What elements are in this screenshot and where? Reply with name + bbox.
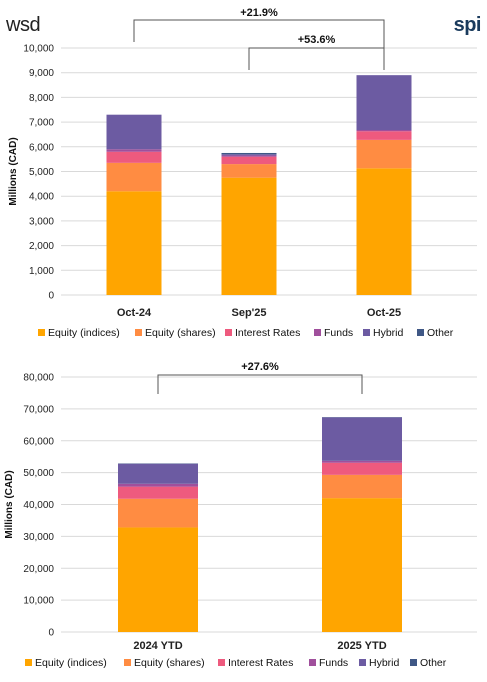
bar-segment-equity-shares — [106, 162, 162, 192]
y-tick-label: 60,000 — [23, 436, 54, 447]
growth-bracket — [248, 47, 385, 70]
legend-swatch — [314, 329, 321, 336]
legend-swatch — [25, 659, 32, 666]
legend-swatch — [38, 329, 45, 336]
y-tick-label: 8,000 — [29, 93, 54, 104]
growth-annotation: +53.6% — [298, 34, 336, 46]
legend-entry: Equity (indices) — [35, 657, 107, 669]
y-tick-label: 80,000 — [23, 373, 54, 384]
bar-segment-other — [221, 152, 277, 155]
chart-2: 0 10,000 20,000 30,000 40,000 50,000 60,000 70,… — [4, 361, 477, 669]
legend-swatch — [218, 659, 225, 666]
y-tick-label: 9,000 — [29, 68, 54, 79]
x-category-label: 2024 YTD — [133, 640, 182, 652]
bar-segment-interest-rates — [356, 131, 412, 140]
bar-segment-equity-shares — [356, 139, 412, 169]
bar-segment-equity-shares — [221, 164, 277, 178]
bar-segment-hybrid — [356, 75, 412, 131]
bar-segment-hybrid — [106, 114, 162, 150]
chart-1: 0 1,000 2,000 3,000 4,000 5,000 6,000 7,000 8,00… — [8, 7, 477, 339]
y-tick-label: 10,000 — [23, 44, 54, 55]
legend-entry: Other — [427, 327, 454, 339]
bar-segment-interest-rates — [221, 156, 277, 165]
legend-entry: Hybrid — [369, 657, 400, 669]
x-category-label: Sep'25 — [231, 307, 266, 319]
growth-annotation: +21.9% — [240, 7, 278, 19]
bar-segment-funds — [356, 130, 412, 132]
spi-logo: spi — [453, 14, 482, 36]
legend-swatch — [363, 329, 370, 336]
bar-segment-equity-indices — [356, 168, 412, 295]
legend-entry: Hybrid — [373, 327, 404, 339]
legend-swatch — [124, 659, 131, 666]
y-tick-label: 1,000 — [29, 266, 54, 277]
y-tick-label: 30,000 — [23, 532, 54, 543]
y-tick-label: 20,000 — [23, 564, 54, 575]
legend-swatch — [410, 659, 417, 666]
growth-bracket — [133, 19, 385, 70]
y-tick-label: 7,000 — [29, 118, 54, 129]
bar-segment-equity-indices — [322, 498, 402, 632]
y-tick-label: 3,000 — [29, 216, 54, 227]
y-tick-label: 4,000 — [29, 192, 54, 203]
y-tick-label: 70,000 — [23, 404, 54, 415]
y-tick-label: 0 — [48, 628, 54, 639]
bar-segment-equity-indices — [221, 177, 277, 295]
bar-segment-interest-rates — [118, 486, 198, 499]
legend-swatch — [135, 329, 142, 336]
legend-entry: Other — [420, 657, 447, 669]
bar-segment-hybrid — [118, 463, 198, 484]
legend-entry: Equity (shares) — [145, 327, 216, 339]
x-category-label: Oct-24 — [117, 307, 152, 319]
y-tick-label: 6,000 — [29, 142, 54, 153]
y-tick-label: 0 — [48, 291, 54, 302]
bar-segment-hybrid — [322, 417, 402, 461]
x-category-label: Oct-25 — [367, 307, 401, 319]
bar-segment-equity-indices — [106, 191, 162, 295]
bar-segment-equity-shares — [118, 498, 198, 528]
legend-entry: Interest Rates — [228, 657, 293, 669]
y-tick-label: 40,000 — [23, 500, 54, 511]
y-tick-label: 50,000 — [23, 468, 54, 479]
y-tick-label: 5,000 — [29, 167, 54, 178]
bar-segment-funds — [106, 149, 162, 152]
legend-swatch — [225, 329, 232, 336]
y-axis-label: Millions (CAD) — [4, 470, 15, 538]
wsd-logo: wsd — [6, 14, 41, 36]
growth-bracket — [157, 374, 363, 394]
y-tick-label: 2,000 — [29, 241, 54, 252]
bar-segment-funds — [221, 155, 277, 157]
legend-swatch — [309, 659, 316, 666]
bar-segment-interest-rates — [322, 462, 402, 475]
x-category-label: 2025 YTD — [337, 640, 386, 652]
y-axis-label: Millions (CAD) — [8, 137, 19, 205]
legend-entry: Interest Rates — [235, 327, 300, 339]
growth-annotation: +27.6% — [241, 361, 279, 373]
bar-segment-hybrid — [221, 154, 277, 156]
legend-swatch — [359, 659, 366, 666]
bar-segment-equity-indices — [118, 527, 198, 632]
legend-entry: Funds — [324, 327, 353, 339]
bar-segment-equity-shares — [322, 474, 402, 499]
y-tick-label: 10,000 — [23, 596, 54, 607]
legend-entry: Funds — [319, 657, 348, 669]
legend-swatch — [417, 329, 424, 336]
legend-entry: Equity (indices) — [48, 327, 120, 339]
legend-entry: Equity (shares) — [134, 657, 205, 669]
bar-segment-interest-rates — [106, 151, 162, 163]
bar-segment-funds — [118, 483, 198, 487]
bar-segment-funds — [322, 460, 402, 463]
